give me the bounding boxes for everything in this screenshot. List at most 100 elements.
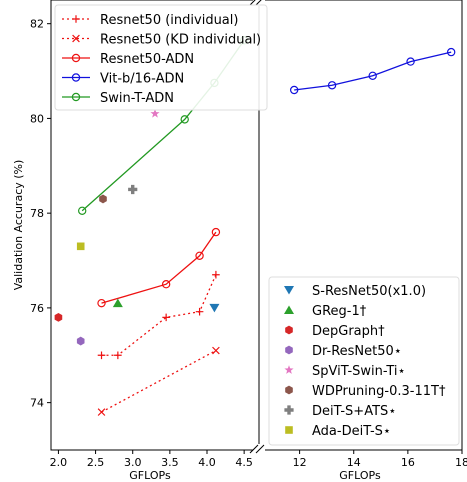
y-tick-label: 74: [30, 397, 44, 410]
legend-label: GReg-1†: [312, 304, 367, 319]
data-point-resnet50-adn: [195, 251, 204, 260]
series-resnet50-kd-individual: [97, 346, 220, 416]
legend-entry-resnet50-individual: Resnet50 (individual): [62, 13, 238, 28]
break-slash: [255, 444, 265, 454]
legend-marker: [284, 405, 294, 415]
legend-label: Dr-ResNet50⋆: [312, 344, 402, 359]
x-tick-label: 2.5: [87, 456, 105, 469]
data-point-vit-b-16-adn: [368, 71, 377, 80]
legend-entry-s-resnet50-x1-0: S-ResNet50(x1.0): [284, 284, 426, 299]
legend-marker: [285, 325, 293, 335]
series-vit-b-16-adn: [289, 47, 456, 95]
legend-label: Swin-T-ADN: [100, 91, 174, 106]
legend-line-series: Resnet50 (individual) Resnet50 (KD indivi…: [54, 4, 268, 111]
right-plot-frame: [258, 0, 463, 451]
x-tick-label: 4.5: [235, 456, 253, 469]
data-point-resnet50-adn: [211, 227, 221, 237]
legend-marker: [71, 92, 81, 102]
data-point-resnet50-kd-individual: [97, 408, 106, 416]
legend-entry-ada-deit-s: Ada-DeiT-S⋆: [285, 424, 391, 439]
points-layer: [54, 108, 220, 346]
legend-label: SpViT-Swin-Ti⋆: [312, 364, 406, 379]
legend-entry-resnet50-kd-individual: Resnet50 (KD individual): [62, 33, 261, 48]
legend-point-methods: S-ResNet50(x1.0) GReg-1† DepGraph† Dr-ResNe…: [268, 276, 460, 446]
data-point-swin-t-adn: [77, 206, 87, 215]
legend-label: WDPruning-0.3-11T†: [312, 384, 446, 399]
left-x-axis-label: GFLOPs: [129, 469, 171, 482]
x-tick-label: 14: [347, 456, 361, 469]
break-gap: [253, 444, 265, 454]
legend-entry-depgraph: DepGraph†: [285, 324, 385, 339]
legend-marker: [285, 345, 293, 355]
right-panel: GFLOPs: [258, 0, 463, 482]
legend-points-box: [268, 276, 460, 446]
legend-entry-vit-b-16-adn: Vit-b/16-ADN: [62, 72, 184, 87]
data-point-vit-b-16-adn: [327, 81, 337, 90]
series-resnet50-individual: [97, 270, 220, 360]
break-slash: [249, 444, 259, 454]
legend-label: Resnet50 (individual): [100, 13, 238, 28]
x-tick-label: 3.0: [124, 456, 142, 469]
legend-entry-swin-t-adn: Swin-T-ADN: [62, 91, 174, 106]
legend-label: DeiT-S+ATS⋆: [312, 404, 396, 419]
series-line-resnet50-kd-individual: [101, 349, 217, 413]
point-ada-deit-s: [76, 242, 85, 251]
data-point-resnet50-individual: [195, 307, 204, 316]
data-point-swin-t-adn: [180, 115, 189, 124]
legend-label: Ada-DeiT-S⋆: [312, 424, 391, 439]
y-tick-label: 78: [30, 207, 44, 220]
x-tick-label: 2.0: [50, 456, 68, 469]
legend-marker: [284, 305, 294, 314]
series-line-resnet50-individual: [101, 274, 217, 356]
legend-entry-greg-1: GReg-1†: [284, 304, 367, 319]
series-line-resnet50-adn: [101, 231, 217, 304]
data-point-resnet50-individual: [97, 351, 106, 360]
point-wdpruning-0-3-11t: [99, 194, 107, 204]
legend-marker: [285, 385, 293, 395]
point-dr-resnet50: [76, 336, 85, 346]
legend-entry-spvit-swin-ti: SpViT-Swin-Ti⋆: [284, 364, 406, 379]
legend-entry-wdpruning-0-3-11t: WDPruning-0.3-11T†: [285, 384, 446, 399]
data-point-vit-b-16-adn: [289, 85, 299, 95]
data-point-resnet50-individual: [162, 313, 170, 322]
point-depgraph: [54, 312, 63, 322]
legend-label: Resnet50-ADN: [100, 52, 194, 67]
legend-marker: [71, 53, 81, 63]
legend-marker: [284, 365, 294, 374]
legend-marker: [72, 15, 80, 23]
legend-label: Resnet50 (KD individual): [100, 33, 261, 48]
y-tick-label: 82: [30, 18, 44, 31]
data-point-resnet50-adn: [97, 298, 106, 308]
x-tick-label: 18: [455, 456, 467, 469]
data-point-resnet50-individual: [212, 270, 220, 279]
break-slash: [249, 0, 256, 6]
series-resnet50-adn: [97, 227, 221, 308]
legend-lines-box: [54, 4, 268, 111]
x-tick-label: 4.0: [198, 456, 216, 469]
data-point-resnet50-individual: [114, 351, 122, 360]
data-point-resnet50-kd-individual: [212, 346, 220, 355]
legend-label: DepGraph†: [312, 324, 385, 339]
legend-marker: [284, 286, 294, 295]
break-slash: [255, 0, 262, 6]
point-deit-s-ats: [128, 184, 138, 195]
legend-marker: [285, 426, 293, 434]
legend-entry-deit-s-ats: DeiT-S+ATS⋆: [284, 404, 396, 419]
legend-marker: [71, 73, 81, 82]
x-tick-label: 3.5: [161, 456, 179, 469]
series-line-vit-b-16-adn: [294, 51, 452, 91]
x-tick-label: 12: [293, 456, 307, 469]
axis-break-marks: [249, 0, 265, 454]
legend-marker: [72, 34, 80, 43]
y-axis-label: Validation Accuracy (%): [12, 160, 25, 291]
legend-entry-resnet50-adn: Resnet50-ADN: [62, 52, 194, 67]
legend-entry-dr-resnet50: Dr-ResNet50⋆: [285, 344, 402, 359]
data-point-resnet50-adn: [161, 280, 171, 289]
data-point-vit-b-16-adn: [446, 47, 456, 57]
y-tick-label: 76: [30, 302, 44, 315]
break-gap: [253, 0, 265, 6]
right-x-axis-label: GFLOPs: [339, 469, 381, 482]
x-tick-label: 16: [401, 456, 415, 469]
point-s-resnet50-x1-0: [209, 303, 220, 313]
